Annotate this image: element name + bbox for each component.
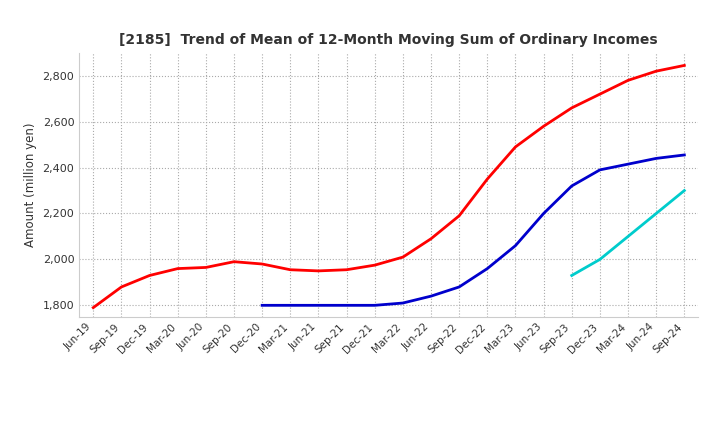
- 5 Years: [652, 156, 660, 161]
- 5 Years: [370, 303, 379, 308]
- 3 Years: [174, 266, 182, 271]
- 5 Years: [539, 211, 548, 216]
- 5 Years: [399, 301, 408, 306]
- Line: 3 Years: 3 Years: [94, 66, 684, 308]
- 5 Years: [624, 161, 632, 167]
- 5 Years: [427, 293, 436, 299]
- 7 Years: [567, 273, 576, 278]
- 5 Years: [286, 303, 294, 308]
- 5 Years: [258, 303, 266, 308]
- 5 Years: [455, 284, 464, 290]
- 3 Years: [624, 78, 632, 83]
- 3 Years: [427, 236, 436, 242]
- 3 Years: [342, 267, 351, 272]
- 3 Years: [89, 305, 98, 310]
- 3 Years: [286, 267, 294, 272]
- 3 Years: [455, 213, 464, 218]
- 3 Years: [314, 268, 323, 274]
- 5 Years: [314, 303, 323, 308]
- 3 Years: [680, 63, 688, 68]
- 5 Years: [511, 243, 520, 248]
- 3 Years: [202, 265, 210, 270]
- Line: 7 Years: 7 Years: [572, 191, 684, 275]
- Y-axis label: Amount (million yen): Amount (million yen): [24, 123, 37, 247]
- 3 Years: [145, 273, 154, 278]
- 3 Years: [370, 263, 379, 268]
- Title: [2185]  Trend of Mean of 12-Month Moving Sum of Ordinary Incomes: [2185] Trend of Mean of 12-Month Moving …: [120, 33, 658, 48]
- 3 Years: [117, 284, 126, 290]
- Line: 5 Years: 5 Years: [262, 155, 684, 305]
- 5 Years: [342, 303, 351, 308]
- 5 Years: [483, 266, 492, 271]
- 3 Years: [399, 254, 408, 260]
- 7 Years: [680, 188, 688, 193]
- 7 Years: [652, 211, 660, 216]
- 3 Years: [483, 176, 492, 182]
- 3 Years: [258, 261, 266, 267]
- 5 Years: [567, 183, 576, 189]
- 3 Years: [539, 124, 548, 129]
- 7 Years: [624, 234, 632, 239]
- 7 Years: [595, 257, 604, 262]
- 3 Years: [511, 144, 520, 150]
- 3 Years: [652, 69, 660, 74]
- 3 Years: [230, 259, 238, 264]
- 5 Years: [680, 152, 688, 158]
- 3 Years: [567, 105, 576, 110]
- 3 Years: [595, 92, 604, 97]
- 5 Years: [595, 167, 604, 172]
